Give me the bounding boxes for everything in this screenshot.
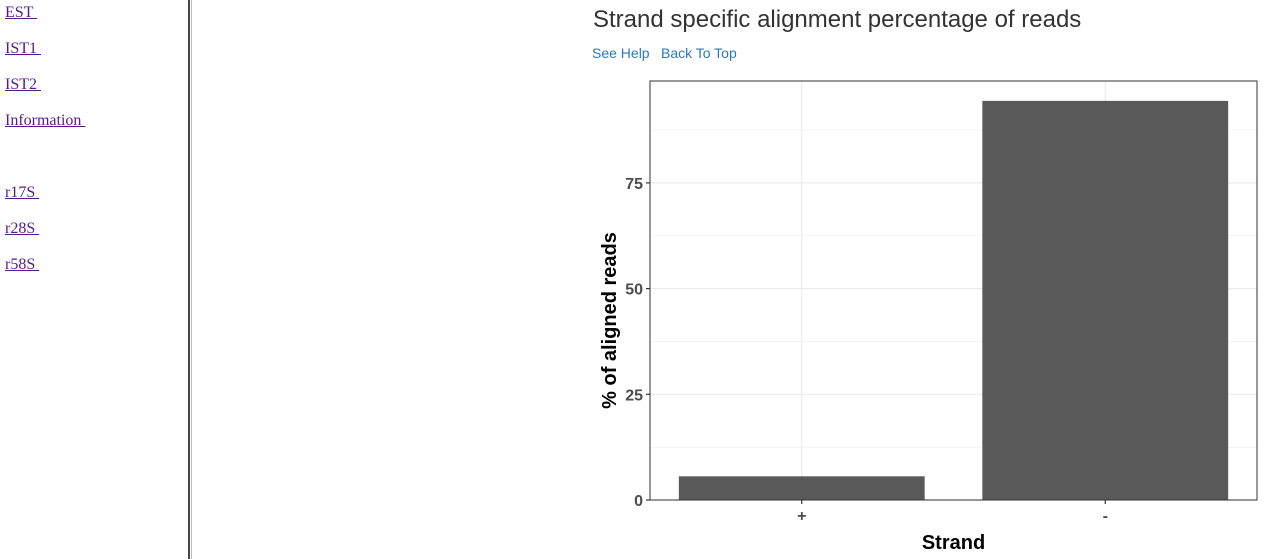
sidebar-divider-shadow	[191, 0, 192, 559]
x-axis-title: Strand	[922, 532, 985, 554]
back-to-top-link[interactable]: Back To Top	[661, 45, 737, 61]
sidebar-link-r17s[interactable]: r17S	[5, 184, 40, 201]
bar	[982, 100, 1229, 500]
y-axis: 0 25 50 75	[625, 176, 650, 510]
see-help-link[interactable]: See Help	[592, 45, 650, 61]
sidebar-link-r28s[interactable]: r28S	[5, 220, 40, 237]
sidebar-link-ist2[interactable]: IST2	[5, 76, 41, 93]
sidebar-link-r58s[interactable]: r58S	[5, 256, 40, 273]
section-title: Strand specific alignment percentage of …	[593, 6, 1082, 33]
y-tick-label: 0	[634, 493, 643, 510]
sidebar-link-information[interactable]: Information	[5, 112, 86, 129]
x-axis: + -	[797, 500, 1108, 525]
sidebar-link-est[interactable]: EST	[5, 4, 38, 21]
y-tick-label: 75	[625, 176, 643, 193]
y-axis-title: % of aligned reads	[599, 232, 621, 409]
sidebar-link-ist1[interactable]: IST1	[5, 40, 41, 57]
bar	[678, 476, 925, 500]
panel-border	[649, 80, 1258, 501]
x-tick-label: +	[797, 508, 806, 525]
sidebar-divider	[188, 0, 190, 559]
x-tick-label: -	[1103, 508, 1108, 525]
y-tick-label: 25	[625, 387, 643, 404]
bars	[678, 100, 1229, 500]
y-tick-label: 50	[625, 282, 643, 299]
sidebar-nav: EST IST1 IST2 Information r17S r28S r58S	[0, 0, 188, 559]
